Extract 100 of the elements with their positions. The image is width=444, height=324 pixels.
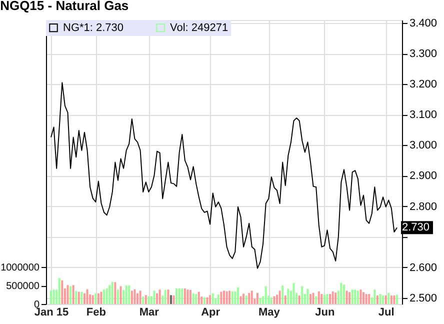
bar bbox=[153, 290, 156, 304]
bar bbox=[86, 289, 88, 304]
bar bbox=[248, 292, 250, 304]
x-tick-label: Jun bbox=[315, 306, 336, 318]
bar bbox=[122, 290, 125, 304]
x-tick-label: May bbox=[258, 306, 281, 318]
bar bbox=[388, 292, 390, 304]
bar bbox=[184, 288, 186, 304]
legend-label: NG*1: 2.730 bbox=[63, 22, 124, 34]
y2-tick-label: 500000 bbox=[6, 281, 40, 292]
bar bbox=[259, 298, 262, 304]
bar bbox=[354, 290, 356, 304]
bar bbox=[348, 292, 351, 304]
bar bbox=[390, 295, 392, 304]
y-tick-label: 3.000 bbox=[410, 140, 438, 152]
bar bbox=[326, 294, 328, 304]
bar bbox=[318, 291, 320, 304]
y2-tick-label: 1000000 bbox=[0, 262, 40, 274]
bar bbox=[332, 291, 334, 304]
bar bbox=[170, 295, 172, 304]
bar bbox=[334, 292, 337, 304]
bar bbox=[368, 294, 370, 304]
x-tick-label: Jan 15 bbox=[34, 306, 69, 318]
bar bbox=[114, 282, 116, 304]
bar bbox=[136, 293, 138, 304]
bar bbox=[94, 293, 97, 304]
bar bbox=[72, 285, 74, 304]
bar bbox=[362, 292, 365, 304]
bar bbox=[264, 286, 267, 304]
bar bbox=[66, 285, 69, 304]
bar bbox=[103, 290, 106, 304]
bar bbox=[167, 290, 170, 304]
bar bbox=[351, 290, 354, 304]
bar bbox=[245, 295, 248, 304]
bar bbox=[120, 286, 122, 304]
bar bbox=[284, 295, 286, 304]
bar bbox=[340, 282, 342, 304]
bar bbox=[287, 288, 290, 304]
bar bbox=[360, 290, 362, 304]
bar bbox=[231, 291, 234, 304]
bar bbox=[61, 280, 64, 304]
bar bbox=[83, 293, 86, 304]
annotation: 2.730 bbox=[402, 222, 430, 234]
bar bbox=[148, 296, 150, 304]
bar bbox=[310, 294, 312, 304]
bar bbox=[134, 289, 136, 304]
bar bbox=[374, 290, 376, 304]
bar bbox=[220, 292, 222, 304]
bar bbox=[178, 288, 180, 304]
bar bbox=[106, 288, 108, 304]
bar bbox=[226, 291, 228, 304]
bar bbox=[217, 294, 220, 304]
bar bbox=[323, 294, 326, 304]
bar bbox=[172, 295, 175, 304]
x-tick-label: Mar bbox=[139, 306, 160, 318]
y-tick-label: 2.500 bbox=[410, 292, 438, 304]
bar bbox=[329, 294, 332, 304]
bar bbox=[70, 286, 72, 304]
bar bbox=[282, 286, 284, 304]
y-tick-label: 3.300 bbox=[410, 48, 438, 60]
bar bbox=[382, 295, 384, 304]
bar bbox=[158, 290, 161, 304]
x-tick-label: Feb bbox=[86, 306, 106, 318]
bar bbox=[356, 290, 359, 304]
bar bbox=[192, 293, 194, 304]
bar bbox=[198, 292, 200, 304]
bar bbox=[130, 290, 133, 304]
bar bbox=[75, 291, 78, 304]
bar bbox=[301, 286, 304, 304]
bar bbox=[376, 295, 378, 304]
bar bbox=[223, 290, 225, 304]
bar bbox=[236, 287, 239, 304]
bar bbox=[195, 294, 198, 304]
y-tick-label: 2.800 bbox=[410, 200, 438, 213]
bar bbox=[298, 295, 300, 304]
y-tick-label: 2.900 bbox=[410, 170, 438, 182]
bar bbox=[128, 286, 130, 304]
x-tick-label: Jul bbox=[378, 306, 394, 318]
bar bbox=[125, 286, 128, 304]
y-tick-label: 3.400 bbox=[410, 18, 438, 30]
bar bbox=[306, 288, 309, 304]
bar bbox=[52, 290, 55, 304]
bar bbox=[365, 294, 368, 304]
bar bbox=[396, 294, 398, 304]
bar bbox=[209, 295, 212, 304]
chart-title: NGQ15 - Natural Gas bbox=[0, 0, 129, 14]
bar bbox=[240, 296, 242, 304]
bar bbox=[312, 292, 314, 304]
bar bbox=[116, 290, 119, 304]
y-tick-label: 2.600 bbox=[410, 262, 438, 274]
bar bbox=[346, 290, 348, 304]
bar bbox=[111, 282, 114, 304]
bar bbox=[156, 293, 158, 304]
bar bbox=[384, 295, 387, 304]
x-tick-label: Apr bbox=[201, 306, 221, 318]
bar bbox=[379, 294, 382, 304]
bar bbox=[92, 295, 94, 304]
bar bbox=[342, 284, 345, 304]
y-tick-label: 3.200 bbox=[410, 78, 438, 91]
bar bbox=[276, 294, 278, 304]
